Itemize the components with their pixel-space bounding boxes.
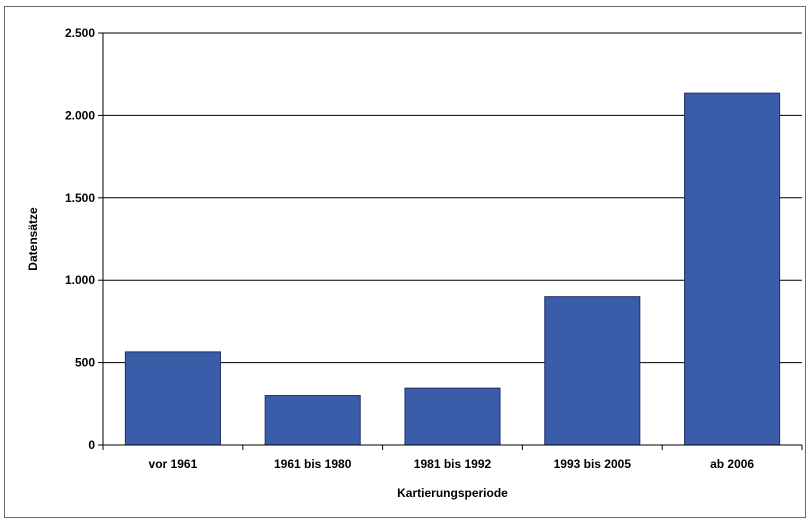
y-axis-title: Datensätze	[26, 207, 40, 271]
chart-frame: 0 500 1.000 1.500 2.000 2.500 vor 1961 1961 bi…	[4, 6, 806, 518]
bar	[684, 92, 781, 446]
x-axis-title: Kartierungsperiode	[397, 486, 508, 500]
x-tick-label: ab 2006	[710, 457, 754, 471]
x-tick-label: 1981 bis 1992	[414, 457, 492, 471]
y-tick-label: 0	[88, 438, 95, 452]
bar	[404, 387, 501, 446]
axes	[102, 33, 802, 446]
x-tick-labels: vor 1961 1961 bis 1980 1981 bis 1992 1993 b…	[102, 445, 803, 471]
bars	[124, 92, 781, 446]
x-tick-label: 1993 bis 2005	[554, 457, 632, 471]
x-tick-label: 1961 bis 1980	[274, 457, 352, 471]
x-tick-label: vor 1961	[149, 457, 198, 471]
bar-chart: 0 500 1.000 1.500 2.000 2.500 vor 1961 1961 bi…	[26, 26, 803, 500]
y-tick-label: 1.500	[65, 191, 95, 205]
y-tick-label: 2.500	[65, 26, 95, 40]
y-tick-label: 2.000	[65, 108, 95, 122]
bar	[544, 296, 641, 446]
y-tick-labels: 0 500 1.000 1.500 2.000 2.500	[65, 26, 103, 452]
bar	[124, 351, 221, 446]
y-tick-label: 500	[75, 356, 95, 370]
y-tick-label: 1.000	[65, 273, 95, 287]
bar	[264, 395, 361, 446]
